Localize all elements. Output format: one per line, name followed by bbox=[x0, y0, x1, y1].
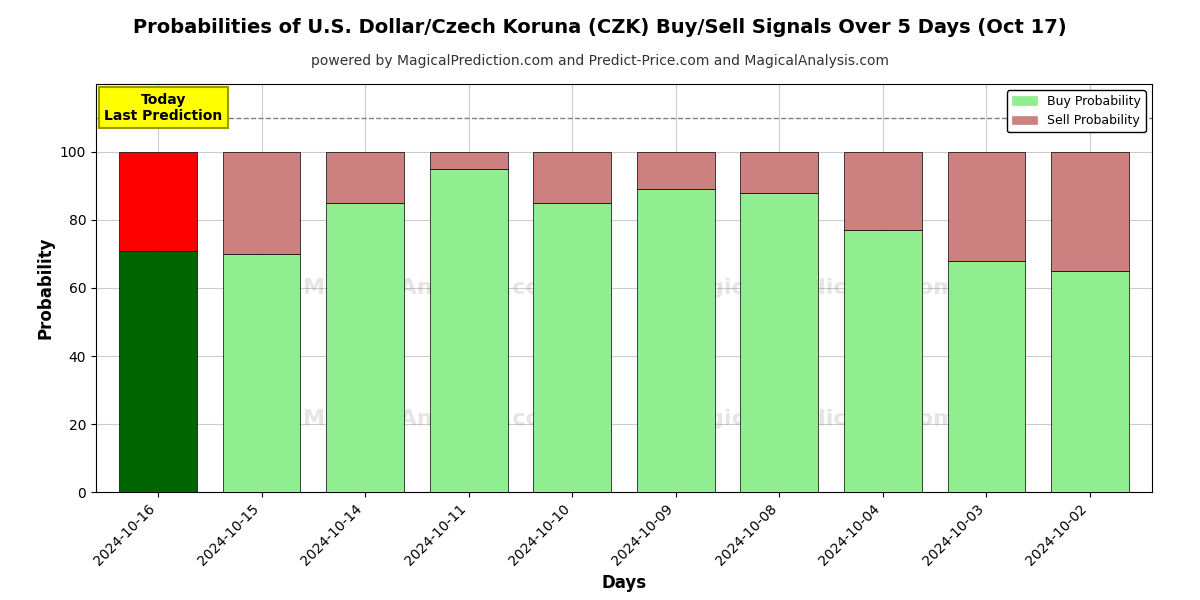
Bar bbox=[223, 254, 300, 492]
Bar bbox=[223, 152, 300, 254]
Bar bbox=[1051, 271, 1129, 492]
Bar bbox=[119, 251, 197, 492]
Bar bbox=[326, 152, 404, 203]
Bar bbox=[430, 152, 508, 169]
Bar bbox=[1051, 152, 1129, 271]
Text: MagicalPrediction.com: MagicalPrediction.com bbox=[671, 278, 956, 298]
Legend: Buy Probability, Sell Probability: Buy Probability, Sell Probability bbox=[1007, 90, 1146, 133]
Bar bbox=[637, 190, 714, 492]
X-axis label: Days: Days bbox=[601, 574, 647, 592]
Text: powered by MagicalPrediction.com and Predict-Price.com and MagicalAnalysis.com: powered by MagicalPrediction.com and Pre… bbox=[311, 54, 889, 68]
Bar bbox=[326, 203, 404, 492]
Bar bbox=[534, 152, 611, 203]
Bar bbox=[534, 203, 611, 492]
Bar bbox=[844, 230, 922, 492]
Bar bbox=[740, 152, 818, 193]
Bar bbox=[948, 152, 1025, 261]
Text: Today
Last Prediction: Today Last Prediction bbox=[104, 92, 222, 123]
Text: MagicalAnalysis.com: MagicalAnalysis.com bbox=[304, 278, 564, 298]
Bar bbox=[948, 261, 1025, 492]
Bar bbox=[119, 152, 197, 251]
Bar bbox=[740, 193, 818, 492]
Text: Probabilities of U.S. Dollar/Czech Koruna (CZK) Buy/Sell Signals Over 5 Days (Oc: Probabilities of U.S. Dollar/Czech Korun… bbox=[133, 18, 1067, 37]
Bar bbox=[430, 169, 508, 492]
Bar bbox=[637, 152, 714, 190]
Text: MagicalPrediction.com: MagicalPrediction.com bbox=[671, 409, 956, 428]
Text: MagicalAnalysis.com: MagicalAnalysis.com bbox=[304, 409, 564, 428]
Bar bbox=[844, 152, 922, 230]
Y-axis label: Probability: Probability bbox=[36, 237, 54, 339]
